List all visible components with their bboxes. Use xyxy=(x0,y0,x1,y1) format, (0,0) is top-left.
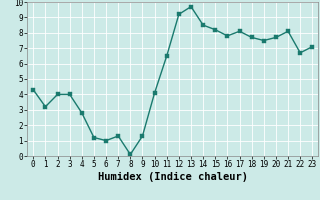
X-axis label: Humidex (Indice chaleur): Humidex (Indice chaleur) xyxy=(98,172,248,182)
